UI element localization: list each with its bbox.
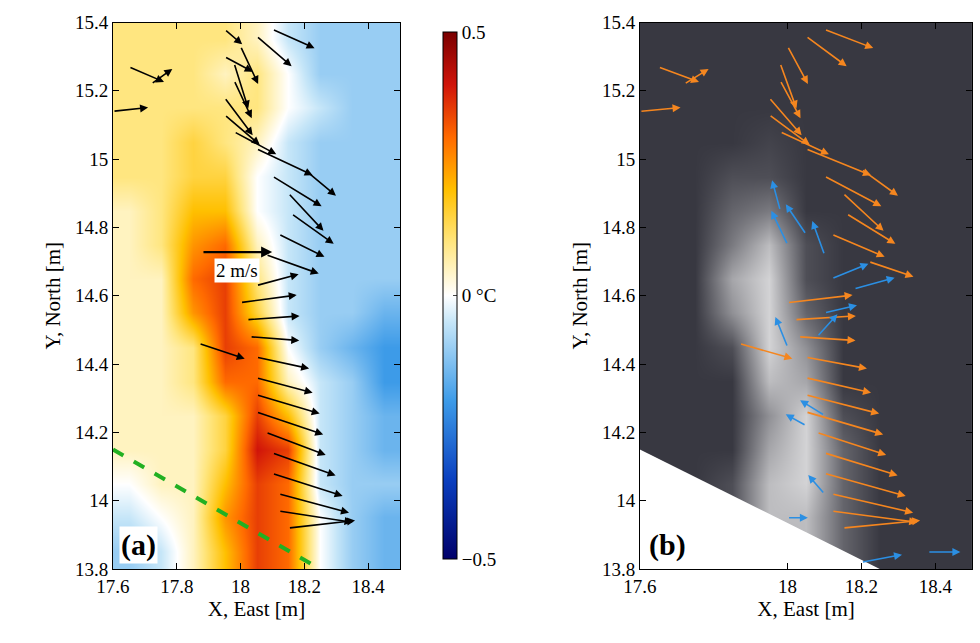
svg-text:X, East [m]: X, East [m] [208,597,305,621]
svg-text:17.6: 17.6 [623,576,656,597]
svg-text:18.4: 18.4 [919,576,953,597]
svg-text:14: 14 [89,490,109,511]
svg-text:18: 18 [778,576,797,597]
svg-text:13.8: 13.8 [602,559,635,580]
svg-text:15.2: 15.2 [75,80,108,101]
svg-text:15.4: 15.4 [75,12,109,33]
svg-text:14: 14 [616,490,636,511]
svg-text:15.4: 15.4 [602,12,636,33]
svg-text:15: 15 [616,149,635,170]
svg-text:18: 18 [231,576,250,597]
svg-text:14.8: 14.8 [602,217,635,238]
svg-text:2 m/s: 2 m/s [216,260,258,281]
svg-text:14.4: 14.4 [75,354,109,375]
svg-text:(b): (b) [649,528,686,562]
svg-text:14.2: 14.2 [602,422,635,443]
svg-text:18.2: 18.2 [288,576,321,597]
svg-text:Y, North [m]: Y, North [m] [568,242,592,350]
svg-text:14.6: 14.6 [602,285,635,306]
svg-text:17.8: 17.8 [160,576,193,597]
svg-text:Y, North [m]: Y, North [m] [41,242,65,350]
svg-text:X, East [m]: X, East [m] [757,597,854,621]
svg-text:(a): (a) [121,528,156,562]
svg-text:18.4: 18.4 [352,576,386,597]
svg-text:14.6: 14.6 [75,285,108,306]
svg-text:0 °C: 0 °C [462,285,497,306]
svg-text:17.6: 17.6 [96,576,129,597]
svg-text:14.2: 14.2 [75,422,108,443]
svg-text:14.4: 14.4 [602,354,636,375]
svg-text:14.8: 14.8 [75,217,108,238]
svg-text:13.8: 13.8 [75,559,108,580]
svg-text:0.5: 0.5 [462,22,486,43]
svg-text:15: 15 [89,149,108,170]
svg-text:18.2: 18.2 [845,576,878,597]
svg-text:15.2: 15.2 [602,80,635,101]
svg-text:−0.5: −0.5 [462,549,496,570]
